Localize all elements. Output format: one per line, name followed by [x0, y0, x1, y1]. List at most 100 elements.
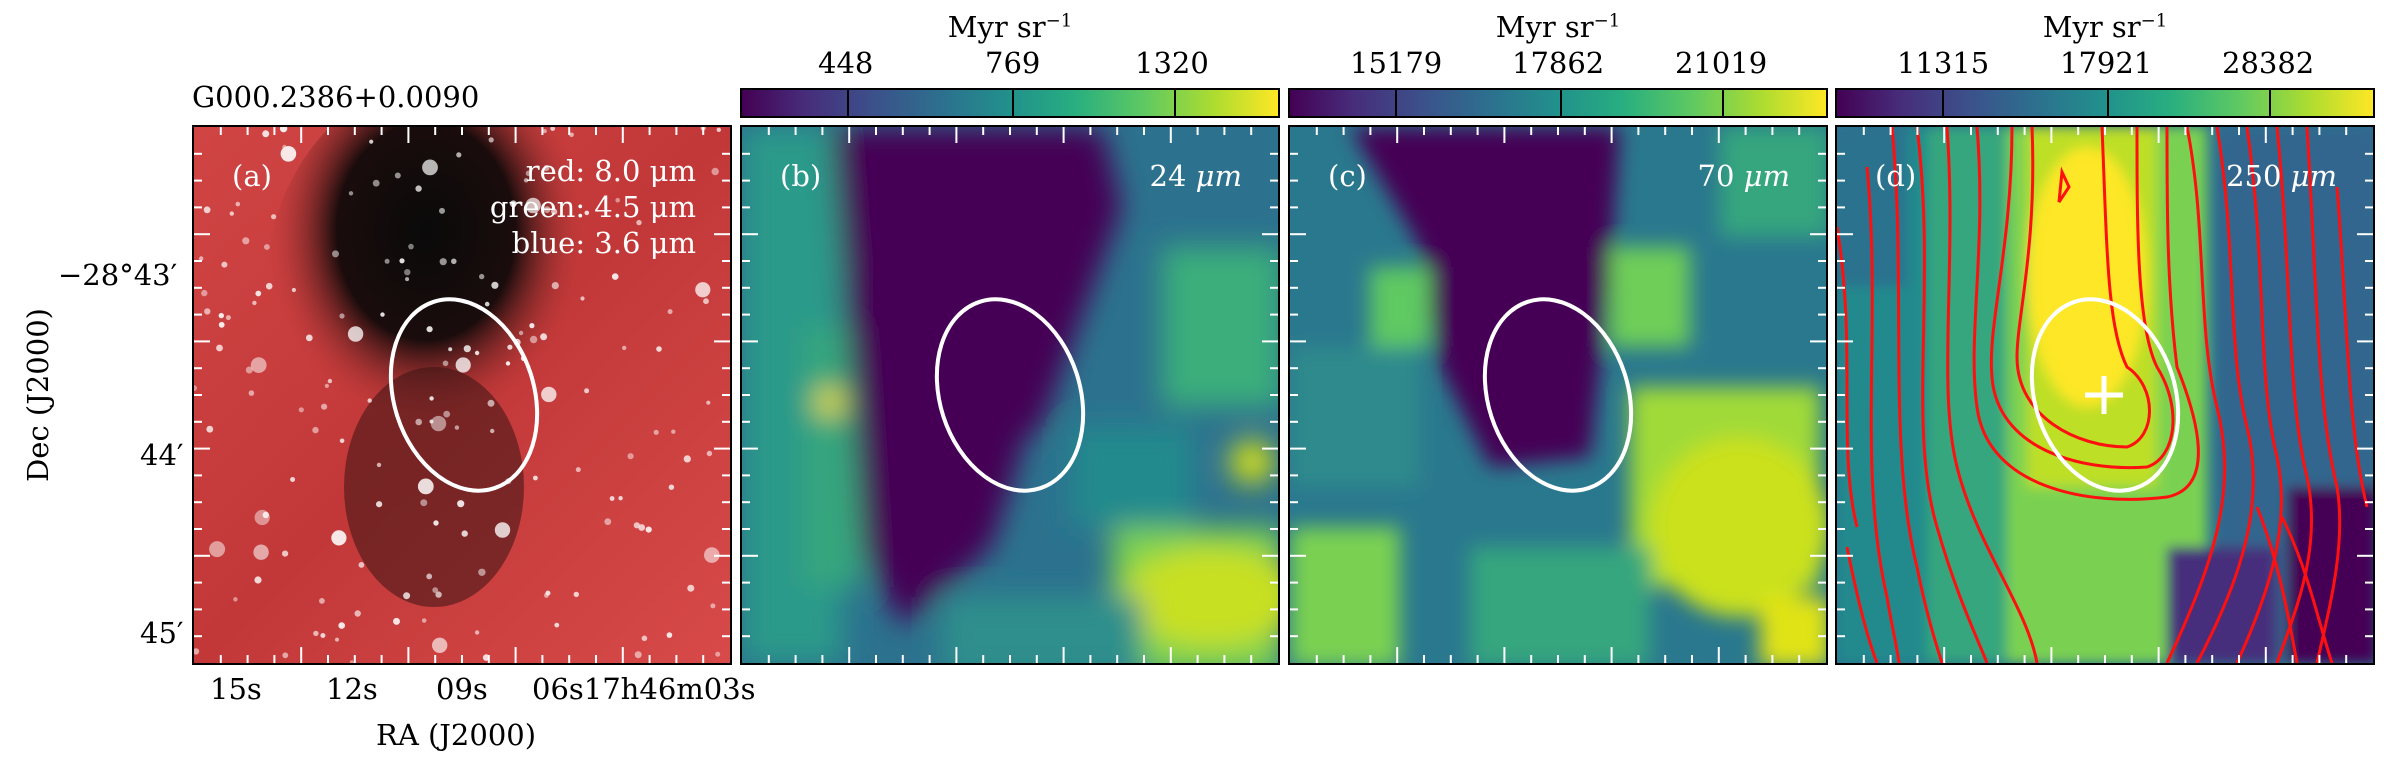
star	[426, 326, 433, 333]
star	[430, 415, 447, 432]
colorbar-gradient	[1288, 88, 1828, 118]
wavelength-value: 24	[1149, 159, 1187, 193]
star	[354, 610, 361, 617]
star	[429, 396, 434, 401]
colorbar-tick: 769	[985, 46, 1041, 80]
aperture-ellipse	[2029, 297, 2181, 493]
star	[645, 526, 652, 533]
star	[408, 243, 414, 250]
star	[636, 219, 642, 226]
star	[235, 201, 241, 207]
star	[233, 597, 238, 602]
star	[432, 637, 448, 653]
star	[331, 530, 347, 546]
aperture-ellipse	[388, 297, 540, 493]
wavelength-unit: μm	[1743, 159, 1790, 193]
star	[484, 301, 490, 307]
star	[683, 455, 691, 463]
band-legend: red: 8.0 μm green: 4.5 μm blue: 3.6 μm	[490, 153, 696, 261]
star	[290, 477, 296, 482]
star	[543, 165, 550, 171]
panel-label: (a)	[232, 159, 272, 193]
colorbar-title: Myr sr−1	[1495, 10, 1621, 44]
star	[580, 296, 585, 301]
star	[542, 129, 547, 134]
star	[541, 386, 557, 403]
colorbar-tick: 17921	[2060, 46, 2153, 80]
star	[291, 287, 296, 293]
x-tick: 12s	[326, 672, 378, 706]
star	[455, 357, 471, 373]
star	[282, 144, 287, 150]
star	[262, 130, 270, 138]
star	[369, 139, 374, 144]
star	[417, 478, 434, 495]
star	[533, 475, 538, 481]
x-tick: 15s	[210, 672, 262, 706]
star	[254, 576, 262, 584]
y-tick: 44′	[140, 438, 184, 472]
star	[488, 137, 494, 143]
star	[456, 152, 462, 158]
star	[525, 197, 541, 214]
star	[367, 398, 372, 403]
star	[525, 170, 532, 177]
star	[265, 282, 273, 290]
star	[706, 450, 713, 457]
star	[474, 630, 480, 635]
star	[335, 637, 339, 642]
star	[703, 298, 709, 305]
star	[463, 345, 471, 353]
star	[543, 206, 551, 213]
star	[667, 309, 673, 315]
panel-c: (c) 70 μm	[1288, 125, 1828, 665]
star	[194, 648, 200, 655]
star	[554, 622, 560, 628]
star	[327, 378, 333, 384]
star	[245, 366, 253, 374]
colorbar-title: Myr sr−1	[2042, 10, 2168, 44]
star	[271, 214, 277, 220]
star	[262, 511, 269, 519]
star	[229, 211, 234, 216]
star	[569, 132, 574, 138]
star	[332, 250, 339, 258]
star	[393, 617, 400, 625]
colorbar-tick: 1320	[1135, 46, 1209, 80]
wavelength-unit: μm	[1195, 159, 1242, 193]
star	[282, 652, 289, 659]
star	[348, 191, 354, 196]
map-24um	[742, 127, 1278, 663]
star	[201, 289, 208, 297]
star	[404, 269, 411, 276]
star	[507, 344, 513, 350]
star	[451, 258, 457, 265]
star	[312, 426, 319, 434]
star	[494, 522, 511, 538]
panel-label: (b)	[780, 159, 822, 193]
star	[405, 277, 410, 282]
y-tick: 45′	[140, 616, 184, 650]
colorbar-tick: 28382	[2222, 46, 2315, 80]
x-tick: 09s	[436, 672, 488, 706]
star	[540, 333, 548, 341]
star	[668, 484, 675, 490]
star	[529, 323, 535, 329]
star	[478, 568, 486, 576]
star	[338, 622, 345, 629]
star	[544, 593, 549, 598]
star	[420, 499, 428, 507]
star	[575, 467, 581, 473]
star	[218, 321, 225, 328]
star	[490, 428, 495, 434]
star	[384, 258, 390, 264]
star	[204, 308, 211, 315]
star	[448, 347, 453, 352]
star	[349, 660, 354, 663]
star	[422, 159, 438, 176]
map-250um	[1837, 127, 2373, 663]
x-tick: 06s17h46m03s	[532, 672, 756, 706]
star	[622, 345, 627, 351]
star	[209, 541, 226, 558]
